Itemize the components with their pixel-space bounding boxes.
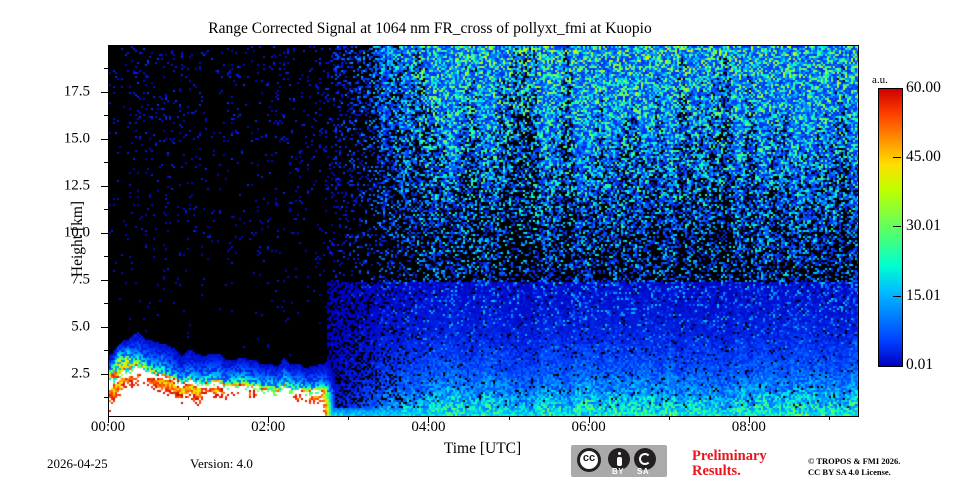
x-tick-mark	[268, 416, 270, 423]
figure-date: 2026-04-25	[47, 456, 108, 471]
cc-logo-text: cc	[582, 452, 596, 464]
y-tick-minor-mark	[104, 209, 108, 211]
signal-heatmap	[109, 46, 858, 416]
y-axis: Height [km] 2.5 5.0 7.5 10.0 12.5 15.0 17.5	[0, 0, 108, 480]
x-tick-minor-mark	[508, 416, 510, 420]
x-tick-label: 04:00	[411, 419, 446, 435]
y-tick-label: 2.5	[71, 365, 90, 382]
x-tick-label: 00:00	[90, 419, 126, 435]
x-tick-minor-mark	[828, 416, 830, 420]
preliminary-line-2: Results.	[692, 463, 741, 479]
y-tick-mark	[101, 326, 108, 328]
y-tick-label: 7.5	[71, 271, 90, 288]
y-tick-label: 10.0	[63, 224, 90, 241]
colorbar-tick-label: 60.00	[906, 79, 941, 96]
badge-sa-label: SA	[637, 467, 650, 476]
colorbar-gradient	[879, 89, 902, 366]
x-tick-minor-mark	[668, 416, 670, 420]
colorbar-tick-mark	[893, 157, 901, 159]
y-tick-label: 5.0	[71, 318, 90, 335]
x-tick-minor-mark	[188, 416, 190, 420]
y-tick-mark	[101, 138, 108, 140]
y-tick-mark	[101, 279, 108, 281]
x-tick-mark	[428, 416, 430, 423]
y-tick-minor-mark	[104, 397, 108, 399]
colorbar-unit-label: a.u.	[872, 74, 888, 86]
y-tick-minor-mark	[104, 68, 108, 70]
copyright-notice: © TROPOS & FMI 2026. CC BY SA 4.0 Licens…	[808, 456, 900, 477]
badge-by-label: BY	[612, 467, 625, 476]
x-tick-mark	[748, 416, 750, 423]
sa-arrow-ring-icon	[639, 453, 651, 465]
cc-license-badge[interactable]: cc BY SA	[571, 445, 667, 477]
colorbar-tick-label: 15.01	[906, 286, 941, 304]
y-tick-mark	[101, 185, 108, 187]
y-tick-minor-mark	[104, 303, 108, 305]
y-tick-minor-mark	[104, 256, 108, 258]
by-person-body-icon	[616, 456, 622, 466]
y-tick-minor-mark	[104, 162, 108, 164]
x-tick-mark	[588, 416, 590, 423]
x-tick-label: 02:00	[251, 419, 286, 435]
x-tick-minor-mark	[348, 416, 350, 420]
by-person-head-icon	[617, 452, 621, 455]
colorbar-tick-label: 45.00	[906, 148, 941, 166]
page-title: Range Corrected Signal at 1064 nm FR_cro…	[208, 20, 652, 37]
cc-logo-inner-icon	[580, 451, 598, 469]
y-tick-label: 15.0	[63, 130, 90, 147]
preliminary-line-1: Preliminary	[692, 448, 767, 464]
y-tick-label: 17.5	[63, 83, 90, 100]
y-tick-mark	[101, 373, 108, 375]
colorbar	[878, 88, 903, 367]
y-tick-label: 12.5	[63, 177, 90, 194]
x-axis-label: Time [UTC]	[443, 440, 522, 457]
x-tick-label: 06:00	[571, 419, 606, 435]
y-tick-mark	[101, 232, 108, 234]
preliminary-results-notice: Preliminary Results.	[692, 449, 792, 479]
y-tick-mark	[101, 91, 108, 93]
colorbar-tick-mark	[893, 295, 901, 297]
colorbar-tick-label: 0.01	[906, 356, 934, 373]
x-tick-mark	[108, 416, 109, 423]
colorbar-tick-label: 30.01	[906, 217, 941, 235]
copyright-line-2: CC BY SA 4.0 License.	[808, 466, 891, 477]
x-tick-label: 08:00	[731, 419, 766, 435]
figure-version: Version: 4.0	[190, 456, 253, 471]
y-tick-minor-mark	[104, 115, 108, 117]
plot-area	[108, 45, 859, 417]
colorbar-tick-mark	[893, 226, 901, 228]
y-tick-minor-mark	[104, 350, 108, 352]
copyright-line-1: © TROPOS & FMI 2026.	[808, 456, 901, 466]
